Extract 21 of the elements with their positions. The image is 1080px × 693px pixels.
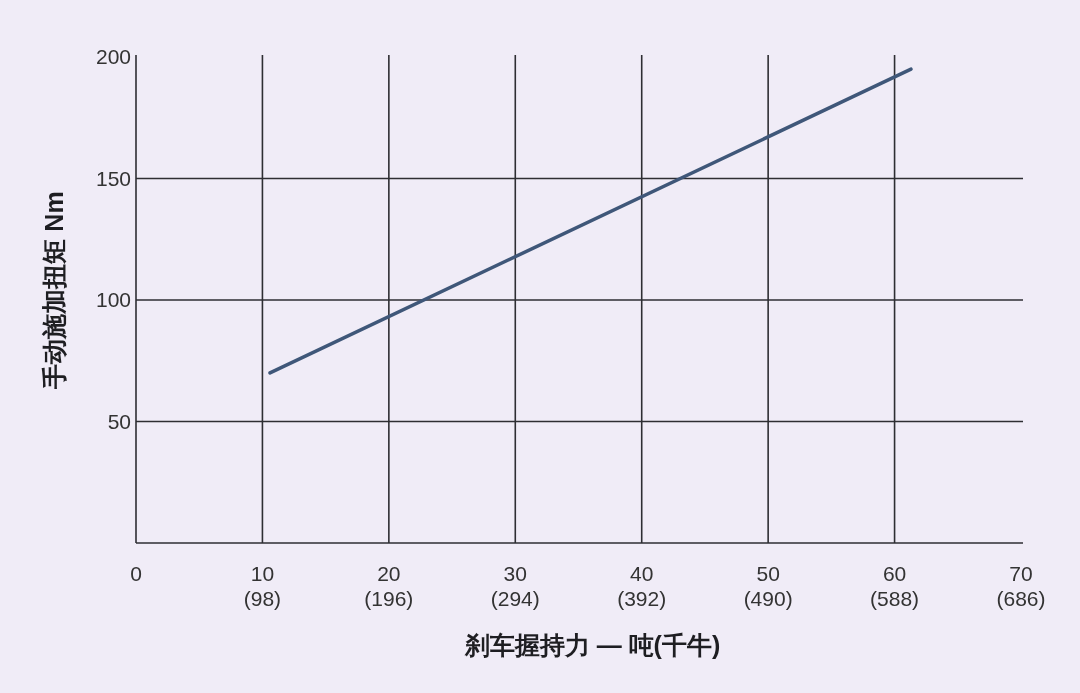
x-tick-label: 60 [882, 562, 907, 585]
x-tick-label: 20 [377, 562, 401, 585]
y-tick-label: 100 [95, 288, 131, 311]
x-tick-label: 0 [130, 562, 142, 585]
y-tick-label: 200 [95, 45, 131, 68]
x-tick-label: 70 [1009, 562, 1033, 585]
x-axis-title: 刹车握持力 — 吨(千牛) [464, 631, 721, 659]
y-axis-title: 手动施加扭矩 Nm [40, 191, 68, 389]
x2-tick-label: (294) [490, 587, 540, 610]
x2-tick-label: (98) [243, 587, 282, 610]
x-tick-label: 40 [630, 562, 654, 585]
x2-tick-label: (196) [364, 587, 414, 610]
y-tick-label: 150 [95, 166, 131, 190]
x2-tick-label: (392) [617, 587, 667, 610]
x-tick-label: 30 [503, 562, 527, 585]
x2-tick-label: (588) [870, 587, 920, 610]
x-tick-label: 10 [250, 562, 275, 585]
x2-tick-label: (490) [743, 587, 793, 610]
x2-tick-label: (686) [996, 587, 1046, 610]
y-tick-label: 50 [107, 409, 131, 433]
x-tick-label: 50 [756, 562, 780, 585]
